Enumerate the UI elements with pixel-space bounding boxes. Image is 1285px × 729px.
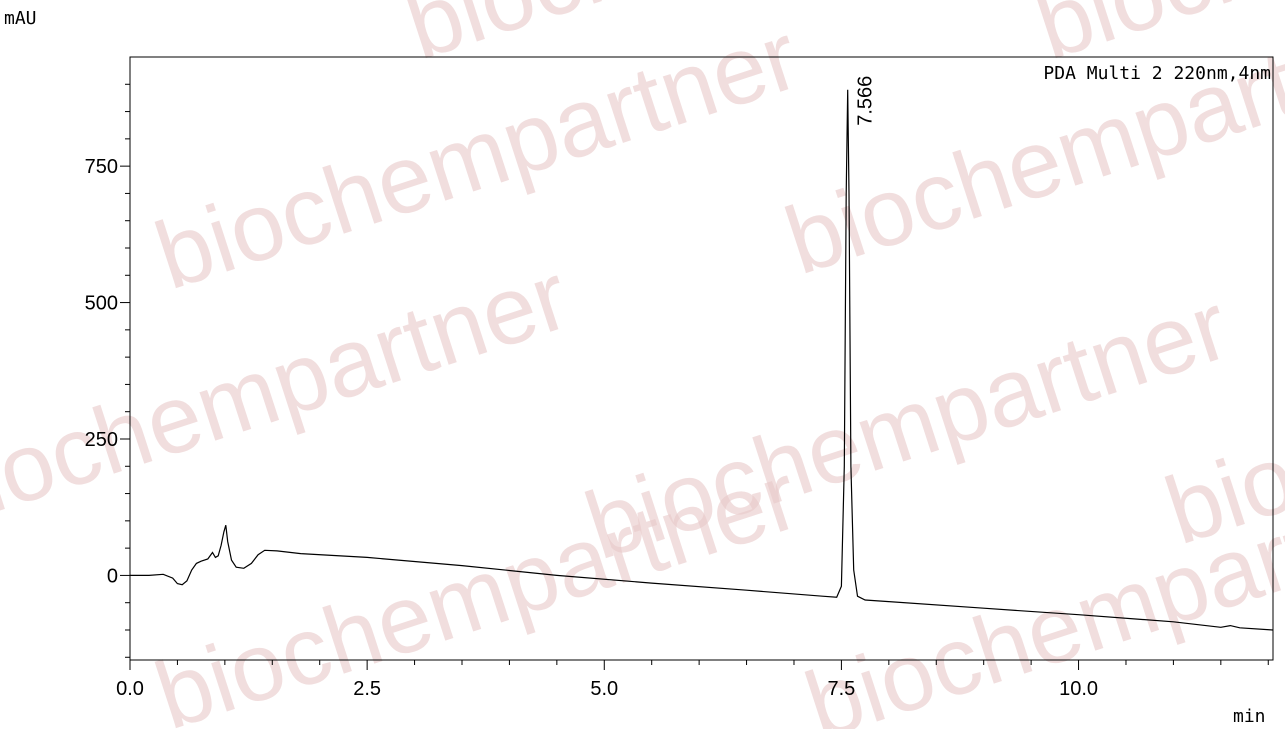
axis-ticks xyxy=(120,83,1269,670)
x-tick-label: 0.0 xyxy=(116,678,144,700)
watermark-text: biochempartner xyxy=(773,0,1285,295)
x-tick-label: 10.0 xyxy=(1059,678,1098,700)
y-tick-label: 500 xyxy=(85,293,118,315)
y-axis-label: mAU xyxy=(4,8,37,29)
y-tick-label: 0 xyxy=(107,565,118,587)
plot-frame xyxy=(129,56,1274,661)
tick-labels: 0.0 2.5 5.0 7.5 10.0 0 250 500 750 xyxy=(85,156,1098,700)
x-axis-label: min xyxy=(1233,706,1266,727)
watermark-text: biochempartner xyxy=(143,442,810,729)
peak-retention-label: 7.566 xyxy=(855,76,877,126)
x-tick-label: 2.5 xyxy=(353,678,381,700)
series-line-pda-multi-2 xyxy=(130,89,1274,631)
x-tick-label: 7.5 xyxy=(828,678,856,700)
y-tick-label: 250 xyxy=(85,429,118,451)
series-legend-label: PDA Multi 2 220nm,4nm xyxy=(1043,63,1271,84)
y-tick-label: 750 xyxy=(85,156,118,178)
x-tick-label: 5.0 xyxy=(590,678,618,700)
watermark-text: biochempartner xyxy=(0,242,581,550)
